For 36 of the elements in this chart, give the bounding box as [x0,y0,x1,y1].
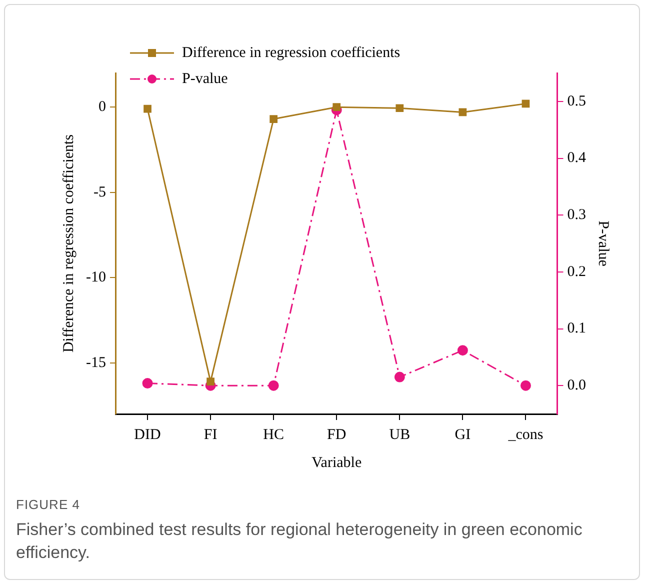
y-tick-label: -15 [86,354,106,371]
point [270,115,278,123]
point [332,103,341,112]
y2-tick-label: 0.0 [567,378,586,394]
point [458,108,467,116]
point [522,100,530,108]
point [394,372,405,382]
y2-tick-label: 0.5 [567,93,586,110]
y-tick-label: 0 [98,99,106,116]
x-tick-label: HC [263,426,284,443]
x-tick-label: DID [134,426,162,443]
y2-tick-label: 0.3 [567,207,586,224]
point [396,104,404,112]
x-tick-label: UB [389,426,410,443]
x-tick-label: FD [327,426,346,443]
x-tick-label: FI [204,426,218,443]
legend-label: P-value [182,70,228,87]
point [206,378,214,386]
y2-axis-title: P-value [595,220,612,267]
x-tick-label: GI [454,426,471,443]
point [144,104,152,113]
x-axis-title: Variable [312,454,362,471]
y2-tick-label: 0.1 [567,320,586,337]
text: Fisher’s combined test results for regional heterogeneity in green economic efficiency. [16,519,584,564]
point [268,380,279,391]
point [520,380,531,391]
caption: FIGURE 4 [16,497,80,512]
y-tick-label: -5 [93,184,106,200]
point [457,345,468,356]
y2-tick-label: 0.4 [567,150,586,166]
y-axis-title: Difference in regression coefficients [60,134,77,353]
x-tick-label: _cons [507,426,544,443]
y2-tick-label: 0.2 [567,264,586,280]
point [142,378,153,389]
legend-label: Difference in regression coefficients [182,44,400,61]
y-tick-label: -10 [86,270,106,286]
